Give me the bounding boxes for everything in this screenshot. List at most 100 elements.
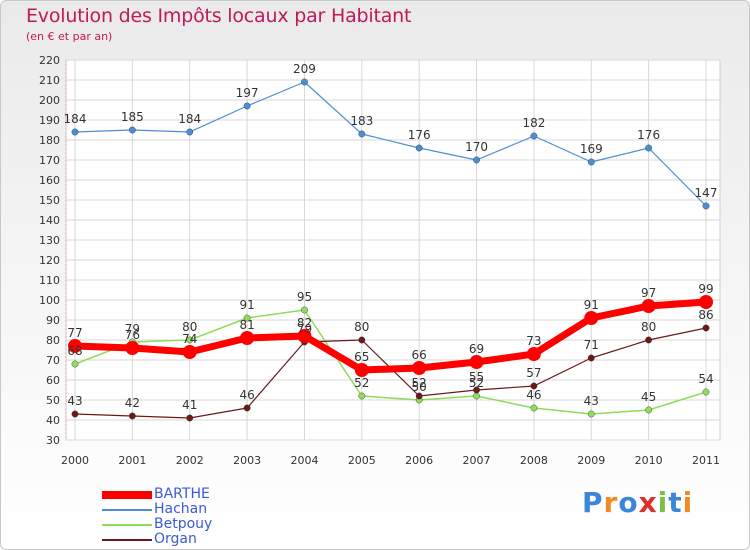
y-tick-label: 190 — [39, 114, 60, 127]
data-label-organ: 52 — [412, 376, 427, 390]
data-label-organ: 43 — [67, 394, 82, 408]
data-label-barthe: 97 — [641, 286, 656, 300]
data-point-hachan — [358, 130, 366, 138]
y-tick-label: 180 — [39, 134, 60, 147]
data-point-hachan — [186, 128, 194, 136]
data-label-hachan: 176 — [637, 128, 660, 142]
x-tick-label: 2009 — [577, 454, 605, 467]
legend-item-barthe: BARTHE — [102, 486, 302, 503]
data-label-betpouy: 45 — [641, 390, 656, 404]
y-tick-label: 100 — [39, 294, 60, 307]
series-line-betpouy — [74, 309, 707, 415]
data-label-barthe: 74 — [182, 332, 197, 346]
brand-letter: r — [603, 486, 619, 519]
x-tick-label: 2005 — [348, 454, 376, 467]
data-label-organ: 79 — [297, 322, 312, 336]
data-point-betpouy — [473, 392, 480, 400]
data-label-betpouy: 52 — [469, 376, 484, 390]
brand-letter: o — [618, 486, 639, 519]
brand-letter: t — [668, 486, 683, 519]
legend-label: Betpouy — [154, 516, 213, 532]
data-label-hachan: 182 — [522, 116, 545, 130]
data-label-betpouy: 91 — [239, 298, 254, 312]
series-line-hachan — [74, 81, 707, 207]
data-point-barthe — [584, 311, 599, 325]
data-label-barthe: 99 — [698, 282, 713, 296]
legend-item-betpouy: Betpouy — [102, 516, 302, 533]
data-point-organ — [186, 414, 194, 422]
data-label-betpouy: 50 — [412, 380, 427, 394]
x-tick-label: 2011 — [692, 454, 720, 467]
data-point-barthe — [412, 361, 427, 375]
legend-item-organ: Organ — [102, 531, 302, 548]
brand-letter: x — [638, 486, 658, 519]
brand-letter: i — [657, 486, 669, 519]
brand-letter: P — [582, 486, 604, 519]
chart-legend: BARTHE Hachan Betpouy Organ — [102, 486, 302, 548]
data-point-hachan — [473, 156, 480, 164]
data-point-betpouy — [71, 360, 79, 368]
data-point-hachan — [71, 128, 79, 136]
x-tick-label: 2002 — [176, 454, 204, 467]
brand-letter: i — [682, 486, 694, 519]
data-label-barthe: 69 — [469, 342, 484, 356]
data-label-betpouy: 54 — [698, 372, 713, 386]
data-point-betpouy — [645, 406, 653, 414]
data-label-barthe: 76 — [125, 328, 140, 342]
legend-swatch — [102, 509, 152, 511]
y-tick-label: 220 — [39, 54, 60, 67]
data-point-betpouy — [702, 388, 710, 396]
data-label-barthe: 91 — [584, 298, 599, 312]
data-point-barthe — [125, 341, 140, 355]
data-point-betpouy — [358, 392, 366, 400]
data-label-barthe: 65 — [354, 350, 369, 364]
legend-label: Hachan — [154, 501, 208, 517]
y-tick-label: 30 — [46, 434, 60, 447]
x-tick-label: 2001 — [118, 454, 146, 467]
legend-swatch — [102, 539, 152, 541]
data-point-barthe — [641, 299, 656, 313]
data-point-betpouy — [186, 336, 194, 344]
data-point-organ — [243, 404, 251, 412]
data-point-barthe — [469, 355, 484, 369]
y-tick-label: 200 — [39, 94, 60, 107]
data-label-barthe: 77 — [67, 326, 82, 340]
data-label-hachan: 170 — [465, 140, 488, 154]
data-label-organ: 55 — [469, 370, 484, 384]
x-tick-label: 2008 — [520, 454, 548, 467]
x-tick-label: 2000 — [61, 454, 89, 467]
data-label-organ: 80 — [354, 320, 369, 334]
data-label-betpouy: 79 — [125, 322, 140, 336]
data-point-hachan — [702, 202, 710, 210]
y-tick-label: 50 — [46, 394, 60, 407]
x-tick-label: 2007 — [463, 454, 491, 467]
data-label-hachan: 147 — [695, 186, 718, 200]
data-label-organ: 71 — [584, 338, 599, 352]
data-label-hachan: 185 — [121, 110, 144, 124]
y-tick-label: 60 — [46, 374, 60, 387]
data-point-hachan — [645, 144, 653, 152]
data-label-organ: 57 — [526, 366, 541, 380]
data-label-organ: 80 — [641, 320, 656, 334]
data-point-organ — [473, 386, 480, 394]
data-label-betpouy: 95 — [297, 290, 312, 304]
data-label-hachan: 184 — [64, 112, 87, 126]
x-tick-label: 2006 — [405, 454, 433, 467]
data-point-hachan — [415, 144, 423, 152]
y-tick-label: 70 — [46, 354, 60, 367]
x-tick-label: 2003 — [233, 454, 261, 467]
data-point-barthe — [182, 345, 197, 359]
data-point-hachan — [128, 126, 136, 134]
y-tick-label: 130 — [39, 234, 60, 247]
data-label-barthe: 73 — [526, 334, 541, 348]
data-point-hachan — [243, 102, 251, 110]
data-point-organ — [415, 392, 423, 400]
data-point-betpouy — [587, 410, 595, 418]
y-tick-label: 90 — [46, 314, 60, 327]
data-point-organ — [128, 412, 136, 420]
x-tick-label: 2010 — [635, 454, 663, 467]
legend-label: Organ — [154, 531, 197, 547]
data-point-hachan — [587, 158, 595, 166]
legend-label: BARTHE — [154, 486, 210, 502]
y-tick-label: 80 — [46, 334, 60, 347]
